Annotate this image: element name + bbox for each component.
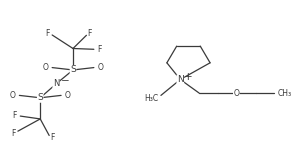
Text: F: F [45,29,49,38]
Text: CH₃: CH₃ [277,89,291,97]
Text: +: + [184,72,192,82]
Text: F: F [12,129,16,138]
Text: F: F [98,45,102,54]
Text: N: N [53,80,59,88]
Text: O: O [10,91,16,100]
Text: −: − [61,76,70,86]
Text: S: S [37,93,43,102]
Text: F: F [87,29,91,38]
Text: O: O [97,63,103,72]
Text: F: F [12,111,16,120]
Text: S: S [70,66,76,74]
Text: O: O [43,63,49,72]
Text: O: O [233,89,239,97]
Text: H₃C: H₃C [144,94,158,103]
Text: N: N [177,75,184,84]
Text: O: O [65,91,71,100]
Text: F: F [51,133,55,142]
